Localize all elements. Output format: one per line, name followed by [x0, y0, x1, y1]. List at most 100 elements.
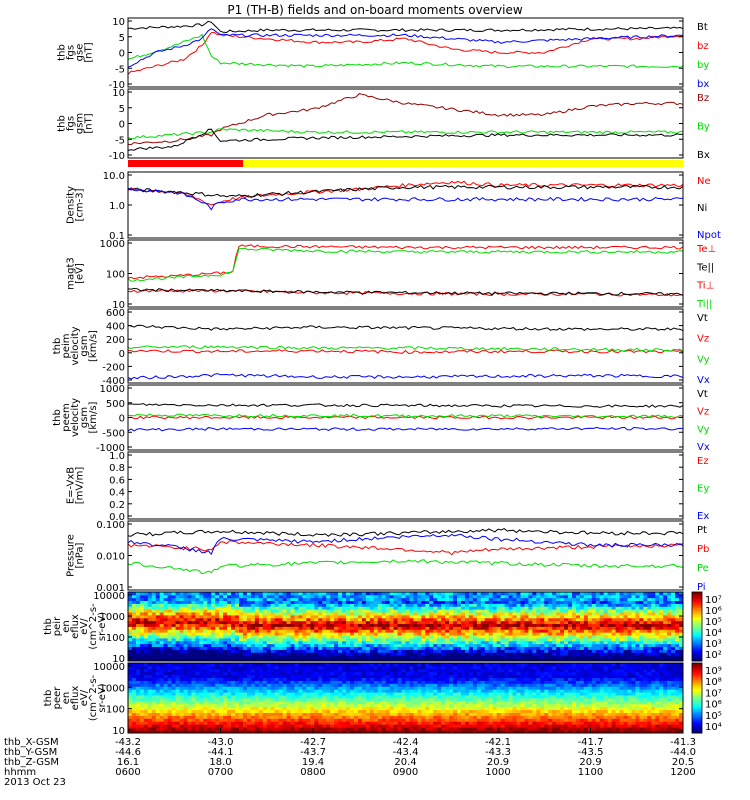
series-line-ti: [127, 247, 683, 282]
x-tick-label: -44.6: [115, 747, 141, 758]
y-tick-label: -500: [102, 428, 125, 439]
y-tick-label: 1000: [100, 384, 125, 395]
y-axis-label-line: magt3: [66, 257, 77, 290]
y-tick-label: 100: [106, 705, 125, 716]
y-axis-label-line: [nT]: [84, 42, 95, 62]
legend-entry: bx: [697, 79, 709, 90]
panel-frame: [127, 308, 684, 384]
figure-title: P1 (TH-B) fields and on-board moments ov…: [227, 3, 523, 17]
y-tick-label: 0.6: [109, 475, 125, 486]
y-axis-label-line: sr-eV): [97, 612, 108, 641]
y-axis-label: Density[cm-3]: [66, 186, 86, 224]
legend-entry: Ti⊥: [696, 281, 714, 292]
panel-frame: [127, 88, 684, 159]
legend-entry: Vz: [697, 407, 709, 418]
y-tick-label: 10000: [93, 662, 125, 673]
y-axis-label-line: gsm: [75, 113, 86, 134]
legend-entry: Ex: [697, 511, 709, 522]
series-line-bx: [127, 28, 684, 68]
x-tick-label: 0700: [208, 767, 233, 778]
x-tick-label: 20.9: [487, 757, 509, 768]
y-axis-label-line: [km/s]: [88, 330, 99, 362]
y-axis-label-line: [km/s]: [88, 401, 99, 433]
panel-8: Pt Pb Pe Pi 0.100 0.010 0.001 Pressure[nPa]: [66, 520, 710, 594]
legend-entry: bz: [697, 41, 709, 52]
series-line-te: [127, 287, 684, 296]
y-axis-label-line: thb: [43, 690, 54, 707]
y-tick-label: 1.0: [109, 201, 125, 212]
y-tick-label: -10: [109, 80, 125, 91]
y-axis-label-line: thb: [57, 44, 68, 61]
y-axis-label-line: thb: [57, 115, 68, 132]
series-line-pe: [127, 559, 684, 575]
series-line-vt: [127, 403, 684, 408]
panel-5: VtVzVyVx6004002000-200-400thbpeimvelocit…: [52, 308, 710, 387]
legend-entry: Vx: [697, 442, 710, 453]
x-tick-label: 19.4: [302, 757, 324, 768]
legend-entry: Te⊥: [696, 244, 716, 255]
panel-3: Ne Ni Npot 10.0 1.0 0.1 Density[cm-3]: [66, 171, 721, 242]
colorbar-tick-label: 10³: [705, 639, 722, 650]
y-tick-label: 0: [119, 414, 125, 425]
legend-entry: Bx: [697, 150, 710, 161]
mode-bar-fast: [128, 160, 243, 167]
y-axis-label-line: velocity: [70, 326, 81, 365]
panel-frame: [127, 520, 684, 591]
series-line-vy: [127, 345, 684, 352]
panel-7: Ez Ey Ex 1.00.80.6 0.40.20.0 E=-VxB[mV/m]: [66, 451, 710, 523]
x-tick-label: 1000: [485, 767, 510, 778]
panels-group: Btbzbybx1050-5-10thbfgsgse[nT]BzByBx1050…: [43, 17, 722, 737]
y-tick-label: 5: [119, 104, 125, 115]
y-axis-label-line: [cm-3]: [75, 188, 86, 221]
series-line-bz: [127, 93, 684, 146]
y-tick-label: 100: [106, 633, 125, 644]
series-line-pb: [127, 539, 684, 556]
y-axis-label-line: en: [61, 620, 72, 633]
series-line-npot: [127, 188, 684, 211]
legend-entry: Bz: [697, 93, 709, 104]
y-tick-label: 10: [112, 88, 125, 99]
y-axis-label-line: peer: [52, 686, 63, 710]
series-line-vt: [127, 324, 684, 332]
colorbar-tick-label: 10⁵: [705, 711, 722, 722]
colorbar-tick-label: 10⁶: [705, 606, 722, 617]
y-tick-label: -5: [115, 135, 125, 146]
legend-entry: Vy: [697, 424, 710, 435]
colorbar-tick-label: 10⁷: [705, 688, 722, 699]
panel-6: Vt Vz Vy Vx 1000 500 0 -500 -1000 thbpeemvelocity…: [52, 384, 710, 454]
series-line-pt: [127, 528, 684, 537]
series-line-bt: [127, 20, 684, 34]
x-tick-label: -41.7: [578, 737, 604, 748]
legend-entry: Ez: [697, 456, 709, 467]
colorbar-tick-label: 10⁹: [705, 666, 722, 677]
x-tick-label: 20.9: [579, 757, 601, 768]
y-tick-label: 0.2: [109, 500, 125, 511]
colorbar-tick-label: 10²: [705, 650, 722, 661]
y-axis-label-line: peir: [52, 616, 63, 636]
legend-entry: Vt: [697, 389, 708, 400]
y-tick-label: 0.001: [96, 583, 125, 594]
x-tick-label: 16.1: [117, 757, 139, 768]
legend-entry: Npot: [697, 230, 721, 241]
mode-bar-slow: [243, 160, 683, 167]
y-tick-label: 0.4: [109, 488, 125, 499]
y-tick-label: 10.0: [103, 171, 125, 182]
x-tick-label: -44.1: [208, 747, 234, 758]
series-line-vx: [127, 373, 684, 380]
series-line-bx: [127, 128, 684, 151]
x-tick-label: 1200: [670, 767, 695, 778]
x-tick-label: 20.4: [394, 757, 416, 768]
x-tick-label: -42.4: [393, 737, 419, 748]
y-axis-label-line: [nPa]: [75, 542, 86, 568]
y-axis-label-line: gsm: [79, 407, 90, 428]
legend-entry: Te||: [696, 262, 714, 273]
x-tick-label: 0800: [300, 767, 325, 778]
y-axis-label-line: thb: [52, 409, 63, 426]
y-axis-label-line: (cm^2-s-: [88, 603, 99, 650]
